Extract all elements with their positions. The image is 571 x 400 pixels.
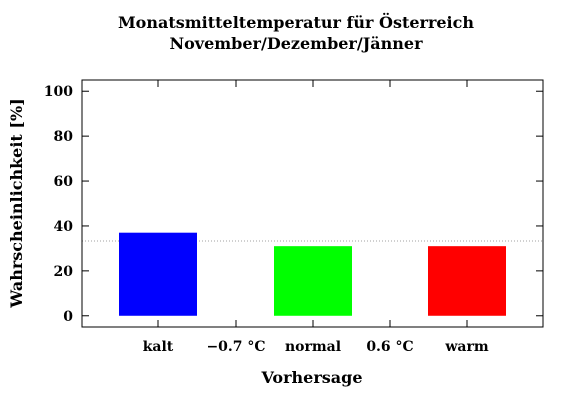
y-tick-label: 40 (54, 219, 74, 235)
bar-kalt (119, 232, 197, 316)
y-tick-label: 60 (54, 174, 74, 190)
y-ticks: 0 20 40 60 80 100 (44, 84, 543, 325)
y-tick-label: 20 (54, 264, 74, 280)
bars (119, 232, 506, 316)
chart-title-line-1: Monatsmitteltemperatur für Österreich (118, 12, 474, 32)
y-tick-label: 0 (63, 309, 73, 325)
bar-normal (274, 246, 352, 316)
bar-warm (428, 246, 506, 316)
x-tick-label-category: warm (444, 339, 488, 355)
x-tick-label-threshold: −0.7 °C (206, 339, 265, 355)
x-tick-label-category: kalt (143, 339, 174, 355)
x-tick-label-category: normal (285, 339, 341, 355)
chart-title: Monatsmitteltemperatur für Österreich No… (118, 12, 474, 53)
x-ticks: kalt −0.7 °C normal 0.6 °C warm (143, 80, 489, 355)
x-tick-label-threshold: 0.6 °C (366, 339, 413, 355)
y-axis-label: Wahrscheinlichkeit [%] (7, 98, 26, 308)
y-tick-label: 80 (54, 129, 74, 145)
chart-title-line-2: November/Dezember/Jänner (169, 34, 423, 53)
x-axis-label: Vorhersage (260, 368, 362, 387)
y-tick-label: 100 (44, 84, 73, 100)
